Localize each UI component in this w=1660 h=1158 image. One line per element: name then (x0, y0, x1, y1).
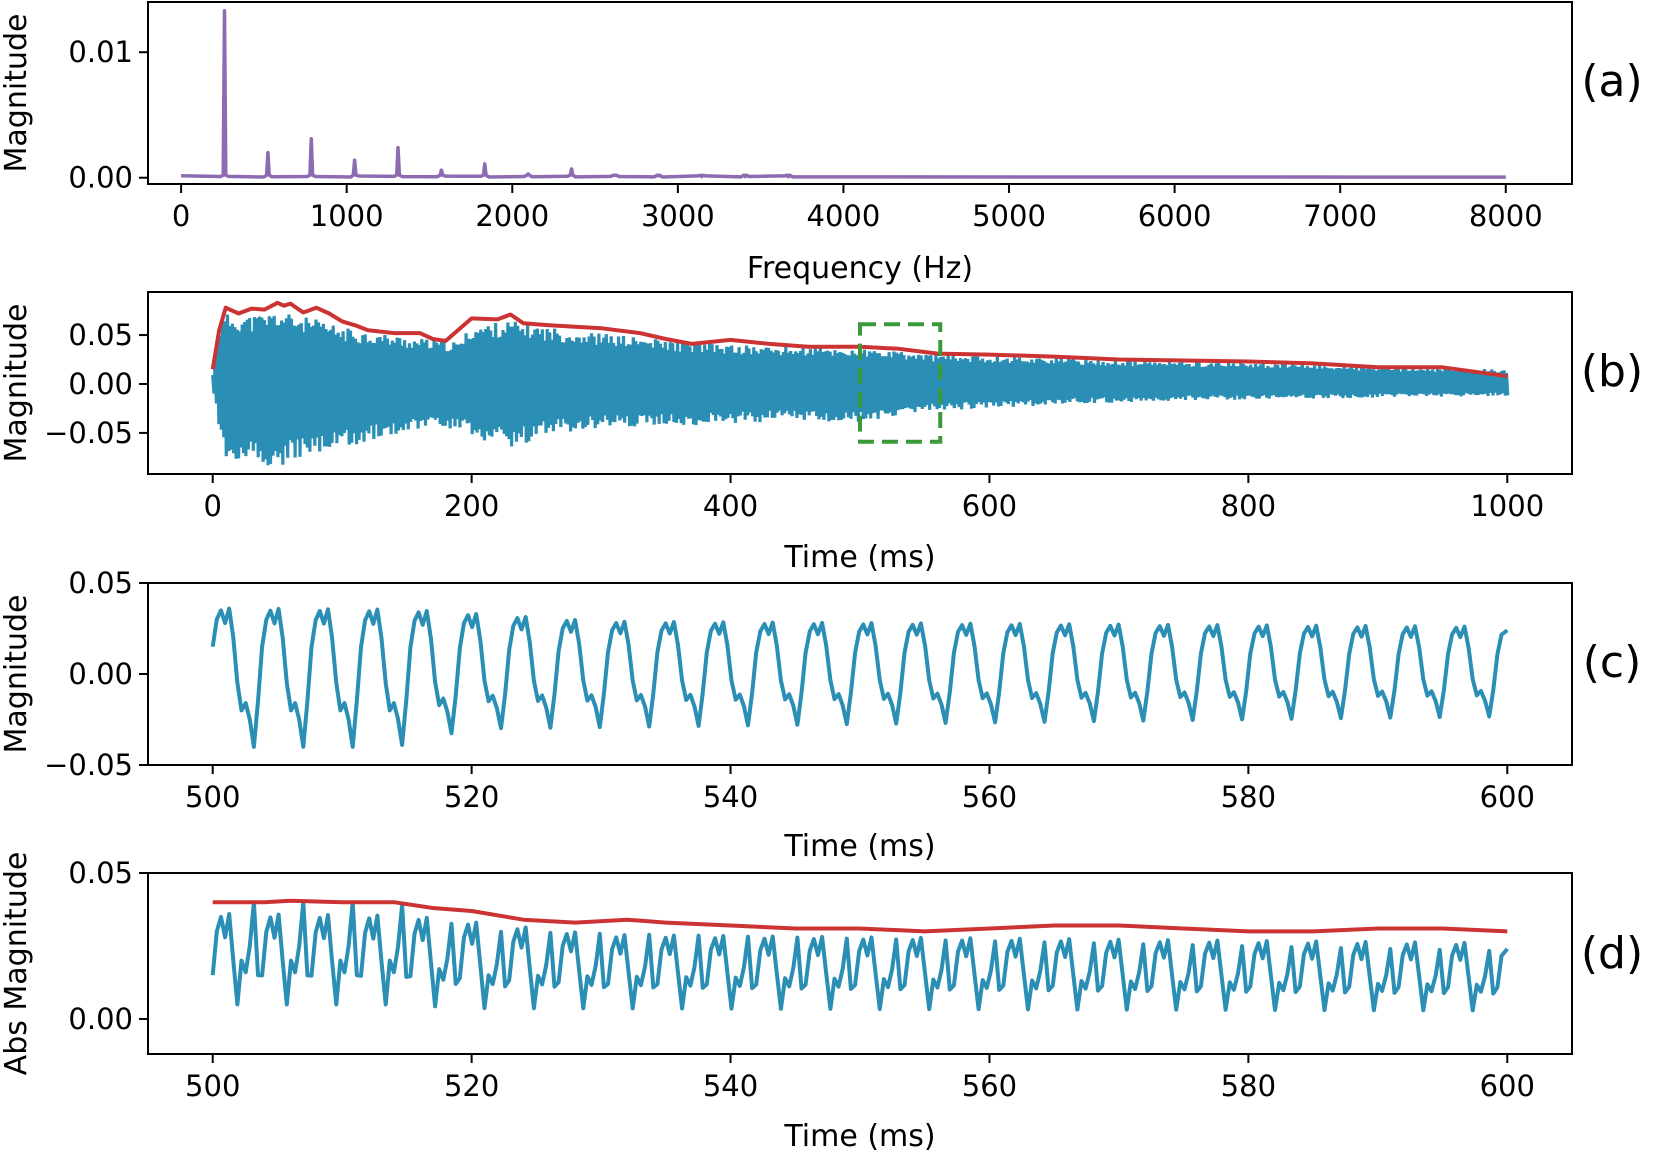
plot-area (181, 9, 1506, 179)
panel-label: (d) (1581, 928, 1643, 979)
y-axis-label: Magnitude (0, 595, 34, 754)
abs-signal-line (210, 900, 1509, 1013)
zoom-region-box (858, 322, 943, 444)
axes-frame (147, 1, 1573, 185)
panel-label: (a) (1581, 56, 1642, 107)
x-tick-label: 560 (962, 780, 1017, 814)
y-tick-label: 0.00 (68, 657, 133, 691)
y-axis-label: Magnitude (0, 304, 34, 463)
y-tick-label: −0.05 (44, 748, 133, 782)
x-axis-label: Frequency (Hz) (747, 251, 973, 286)
y-tick-label: 0.05 (68, 566, 133, 600)
x-tick-label: 0 (172, 199, 190, 233)
panel-c: 500 520 540 560 580 600 −0.05 0.00 0.05 Time (ms)… (0, 566, 1641, 864)
x-tick-label: 7000 (1303, 199, 1377, 233)
x-tick-label: 8000 (1469, 199, 1543, 233)
x-tick-label: 560 (962, 1069, 1017, 1103)
plot-area (210, 898, 1509, 1013)
x-tick-label: 500 (185, 780, 240, 814)
x-tick-label: 600 (1480, 780, 1535, 814)
x-tick-label: 6000 (1138, 199, 1212, 233)
y-tick-label: 0.00 (68, 367, 133, 401)
panel-d: 500 520 540 560 580 600 0.00 0.05 Time (ms) Abs M… (0, 852, 1643, 1154)
y-tick-label: −0.05 (44, 416, 133, 450)
x-tick-label: 580 (1221, 780, 1276, 814)
x-tick-label: 540 (703, 1069, 758, 1103)
x-tick-label: 400 (703, 489, 758, 523)
x-tick-label: 2000 (475, 199, 549, 233)
envelope-line (212, 898, 1508, 934)
panel-a: 0 1000 2000 3000 4000 5000 6000 7000 8000 0.00 0.0… (0, 1, 1643, 286)
x-tick-label: 200 (444, 489, 499, 523)
panel-label: (c) (1583, 637, 1642, 688)
y-axis-label: Abs Magnitude (0, 852, 34, 1076)
x-tick-label: 1000 (1470, 489, 1544, 523)
panel-label: (b) (1581, 346, 1643, 397)
spectrum-line (181, 9, 1506, 179)
y-tick-label: 0.01 (68, 35, 133, 69)
x-tick-label: 600 (962, 489, 1017, 523)
x-tick-label: 800 (1221, 489, 1276, 523)
x-tick-label: 3000 (641, 199, 715, 233)
y-axis-label: Magnitude (0, 14, 34, 173)
x-tick-label: 580 (1221, 1069, 1276, 1103)
panel-b: 0 200 400 600 800 1000 −0.05 0.00 0.05 Time (ms) M… (0, 291, 1643, 575)
x-tick-label: 1000 (310, 199, 384, 233)
x-tick-label: 600 (1480, 1069, 1535, 1103)
signal-zoom-line (210, 606, 1509, 749)
plot-area (210, 606, 1509, 749)
axes-frame (147, 872, 1573, 1055)
x-tick-label: 500 (185, 1069, 240, 1103)
envelope-line (210, 300, 1508, 379)
x-tick-label: 540 (703, 780, 758, 814)
y-tick-label: 0.05 (68, 856, 133, 890)
x-tick-label: 520 (444, 780, 499, 814)
y-tick-label: 0.05 (68, 318, 133, 352)
x-tick-label: 5000 (972, 199, 1046, 233)
y-tick-label: 0.00 (68, 161, 133, 195)
x-tick-label: 0 (204, 489, 222, 523)
x-axis-label: Time (ms) (783, 540, 935, 575)
y-tick-label: 0.00 (68, 1002, 133, 1036)
x-axis-label: Time (ms) (783, 829, 935, 864)
x-tick-label: 4000 (807, 199, 881, 233)
x-axis-label: Time (ms) (783, 1119, 935, 1154)
x-tick-label: 520 (444, 1069, 499, 1103)
axes-frame (147, 582, 1573, 766)
